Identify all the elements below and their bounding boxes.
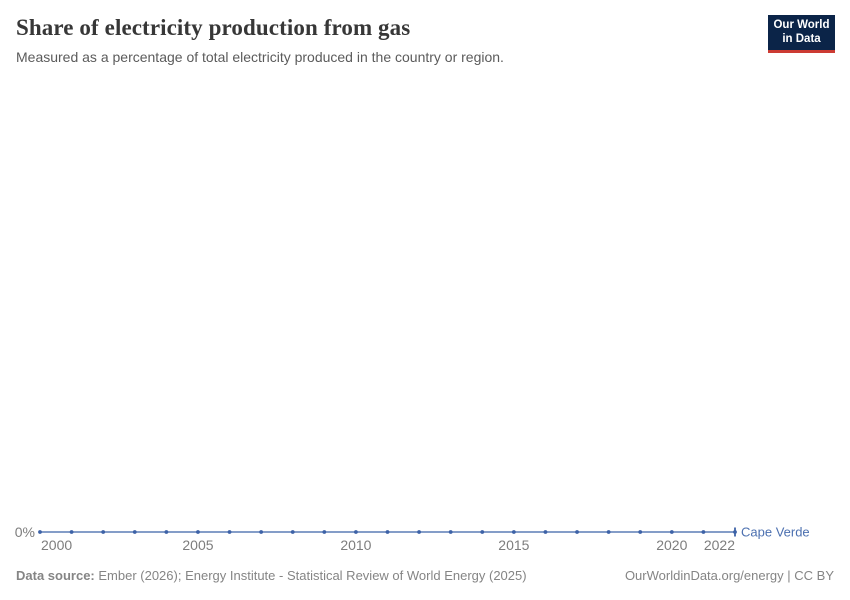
x-axis-tick-label: 2022 [704,537,735,553]
data-point-marker [448,530,453,534]
data-point-marker [385,530,390,534]
data-point-marker [543,530,548,534]
data-source-text: Ember (2026); Energy Institute - Statist… [94,568,527,583]
data-point-marker [417,530,421,534]
x-axis-tick-label: 2010 [340,537,371,553]
data-point-marker [322,530,327,534]
data-point-marker [606,530,611,534]
data-point-marker [638,530,643,534]
data-point-marker [511,530,516,534]
data-point-marker [227,530,232,534]
x-axis-tick-label: 2015 [498,537,529,553]
data-point-marker [480,530,485,534]
y-axis-tick-label: 0% [15,524,35,540]
x-axis-tick-label: 2005 [182,537,213,553]
data-point-marker [69,530,74,534]
series-label-cape-verde[interactable]: Cape Verde [741,525,810,540]
owid-logo-line1: Our World [773,19,830,31]
data-point-marker [575,530,579,534]
data-source-label: Data source: [16,568,95,583]
data-point-marker [701,530,706,534]
x-axis-tick-label: 2000 [41,537,72,553]
data-point-marker [259,530,264,534]
data-source-note: Data source: Ember (2026); Energy Instit… [16,568,527,584]
page-title: Share of electricity production from gas [16,15,411,40]
x-axis-tick-label: 2020 [656,537,687,553]
data-point-marker [164,530,169,534]
data-point-marker [132,530,137,534]
data-point-marker [196,530,200,534]
chart-footer: Data source: Ember (2026); Energy Instit… [16,568,834,584]
data-point-marker [669,530,674,534]
chart-header: Share of electricity production from gas… [16,13,750,66]
data-point-marker [101,530,106,534]
chart-subtitle: Measured as a percentage of total electr… [16,49,504,65]
data-point-marker [290,530,295,534]
footer-license-link[interactable]: OurWorldinData.org/energy | CC BY [624,568,834,583]
owid-logo-line2: in Data [782,32,821,45]
owid-logo[interactable]: Our World in Data [768,15,835,53]
data-point-marker [354,530,358,534]
data-point-marker [38,530,42,534]
